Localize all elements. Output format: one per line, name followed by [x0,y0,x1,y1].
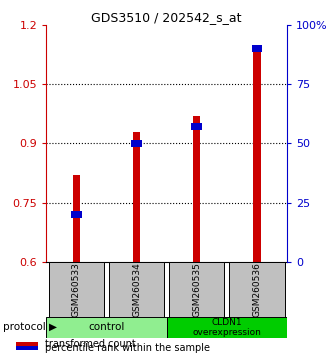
Text: control: control [88,322,125,332]
Bar [193,116,200,262]
FancyBboxPatch shape [109,262,164,317]
Text: GSM260534: GSM260534 [132,262,141,317]
FancyBboxPatch shape [169,262,224,317]
Bar [16,346,38,350]
Text: protocol ▶: protocol ▶ [3,322,57,332]
Text: GSM260535: GSM260535 [192,262,201,317]
Bar [16,342,38,346]
Bar [133,131,140,262]
Bar [253,45,261,262]
Bar [251,45,262,52]
Bar [73,175,80,262]
Text: GSM260536: GSM260536 [252,262,261,317]
FancyBboxPatch shape [229,262,285,317]
Bar [131,140,142,147]
FancyBboxPatch shape [49,262,104,317]
Text: transformed count: transformed count [45,339,135,349]
Title: GDS3510 / 202542_s_at: GDS3510 / 202542_s_at [91,11,242,24]
Bar [71,211,82,218]
FancyBboxPatch shape [46,317,167,338]
Text: GSM260533: GSM260533 [72,262,81,317]
Bar [191,123,202,130]
Text: CLDN1
overexpression: CLDN1 overexpression [192,318,261,337]
FancyBboxPatch shape [167,317,287,338]
Text: percentile rank within the sample: percentile rank within the sample [45,343,210,353]
